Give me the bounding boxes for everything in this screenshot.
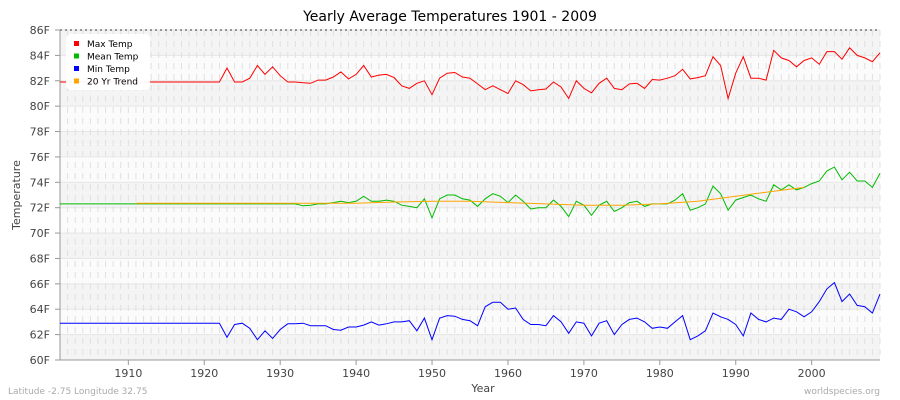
- series-line-min-temp: [60, 281, 881, 342]
- x-tick-label: 1940: [342, 367, 370, 380]
- series-line-max-temp: [60, 47, 881, 101]
- y-tick-label: 80F: [30, 100, 50, 113]
- x-tick-label: 2000: [798, 367, 826, 380]
- legend-label: Mean Temp: [87, 53, 139, 63]
- y-tick-label: 76F: [30, 151, 50, 164]
- x-tick-label: 1950: [418, 367, 446, 380]
- x-tick-label: 1980: [646, 367, 674, 380]
- legend-swatch: [74, 41, 79, 46]
- legend-swatch: [74, 53, 79, 59]
- y-axis-label: Temperature: [10, 160, 23, 231]
- y-tick-label: 66F: [30, 278, 50, 291]
- x-axis-label: Year: [470, 382, 495, 395]
- site-label: worldspecies.org: [804, 387, 880, 397]
- y-tick-label: 72F: [30, 202, 50, 215]
- legend-swatch: [74, 78, 79, 84]
- y-tick-label: 86F: [30, 24, 50, 37]
- y-tick-label: 74F: [30, 176, 50, 189]
- legend-swatch: [74, 66, 79, 71]
- y-tick-label: 82F: [30, 75, 50, 88]
- legend: Max Temp Mean Temp Min Temp 20 Yr Trend: [66, 34, 150, 90]
- x-tick-label: 1920: [190, 367, 218, 380]
- series-line-20-yr-trend: [135, 186, 805, 206]
- x-tick-label: 1970: [570, 367, 598, 380]
- x-tick-label: 1960: [494, 367, 522, 380]
- x-tick-label: 1990: [722, 367, 750, 380]
- y-tick-label: 84F: [30, 49, 50, 62]
- x-tick-label: 1910: [114, 367, 142, 380]
- y-tick-label: 60F: [30, 354, 50, 367]
- y-tick-label: 78F: [30, 126, 50, 139]
- legend-label: Min Temp: [87, 65, 130, 75]
- legend-label: 20 Yr Trend: [87, 78, 138, 88]
- location-label: Latitude -2.75 Longitude 32.75: [8, 387, 147, 397]
- y-tick-label: 64F: [30, 303, 50, 316]
- y-tick-label: 68F: [30, 252, 50, 265]
- chart-title: Yearly Average Temperatures 1901 - 2009: [302, 9, 597, 25]
- y-tick-label: 70F: [30, 227, 50, 240]
- y-tick-label: 62F: [30, 329, 50, 342]
- series-line-mean-temp: [60, 166, 881, 220]
- x-tick-label: 1930: [266, 367, 294, 380]
- legend-label: Max Temp: [87, 40, 133, 50]
